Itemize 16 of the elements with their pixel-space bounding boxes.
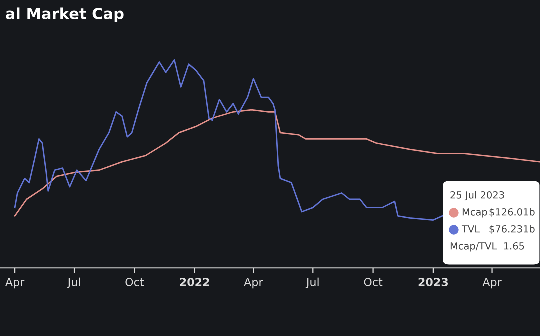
legend-title: 25 Jul 2023 <box>450 191 504 201</box>
x-tick-label: Oct <box>126 278 144 286</box>
annotation: Mcap/TVL 1.65 <box>450 242 524 252</box>
annotation: $76.231b <box>490 225 535 234</box>
x-tick-label: Oct <box>364 278 383 286</box>
legend-label: Mcap <box>462 208 488 218</box>
x-tick-label: Jul <box>67 278 80 289</box>
x-tick-label: 2023 <box>418 278 448 286</box>
x-tick-label: Apr <box>244 278 264 289</box>
x-tick-label: 2022 <box>180 278 210 286</box>
legend-label: TVL <box>462 226 480 233</box>
x-tick-label: Apr <box>6 278 25 289</box>
chart-title: al Market Cap <box>6 8 124 23</box>
x-tick-label: Apr <box>482 278 502 289</box>
annotation: $126.01b <box>490 208 535 218</box>
x-tick-label: Jul <box>306 278 319 289</box>
